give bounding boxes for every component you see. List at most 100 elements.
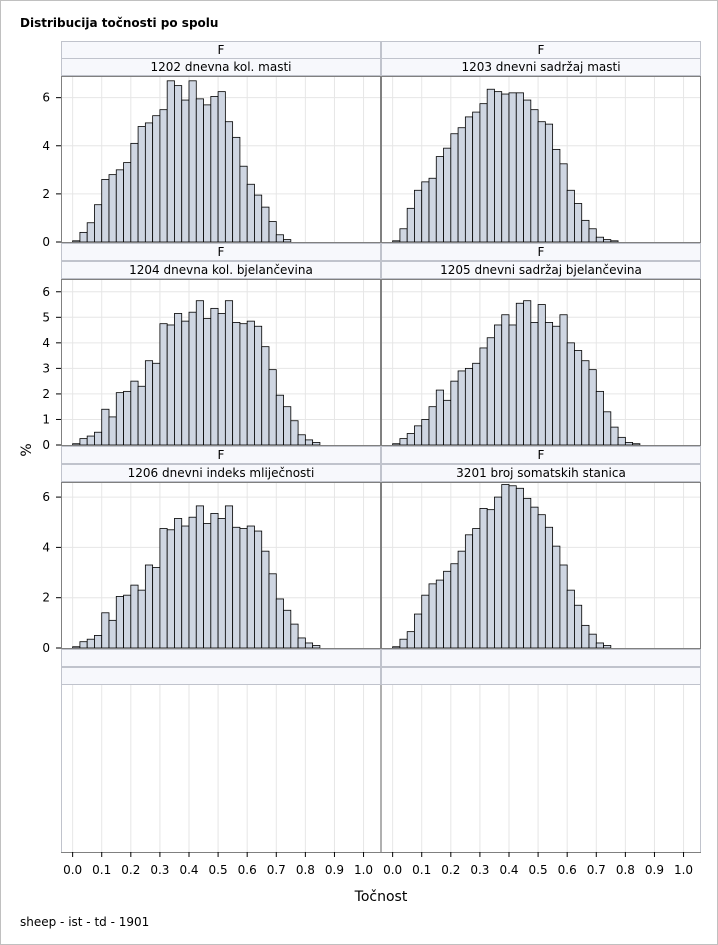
histogram-bar <box>275 598 284 649</box>
histogram-bar <box>494 324 503 446</box>
histogram-bar <box>566 189 575 243</box>
histogram-bar <box>239 528 248 649</box>
empty-header-box <box>61 667 381 685</box>
panel-header-box <box>381 464 701 482</box>
panel-trait-label: 1203 dnevni sadržaj masti <box>461 60 620 74</box>
x-tick-label: 0.6 <box>558 863 577 877</box>
histogram-bar <box>239 165 248 243</box>
histogram-bar <box>464 534 474 649</box>
histogram-bar <box>79 438 88 446</box>
histogram-bar <box>261 206 270 243</box>
histogram-bar <box>166 324 175 446</box>
histogram-bar <box>312 645 321 649</box>
histogram-bar <box>123 162 132 243</box>
panel-trait-label: 3201 broj somatskih stanica <box>456 466 626 480</box>
histogram-bar <box>101 179 110 243</box>
panel-sex-label: F <box>218 43 225 57</box>
x-tick-label: 0.8 <box>616 863 635 877</box>
histogram-bar <box>435 389 444 446</box>
histogram-bar <box>94 204 103 243</box>
histogram-bar <box>166 529 175 649</box>
histogram-bar <box>443 147 452 243</box>
histogram-bar <box>137 385 146 446</box>
histogram-bar <box>217 518 226 649</box>
panel-sex-label: F <box>218 448 225 462</box>
histogram-bar <box>130 380 139 446</box>
histogram-bar <box>559 163 568 243</box>
panel-frames <box>56 41 701 857</box>
histogram-bar <box>283 406 292 446</box>
histogram-bar <box>254 194 263 243</box>
histogram-bar <box>217 91 226 243</box>
histogram-bar <box>108 416 117 446</box>
histogram-series <box>392 484 612 649</box>
histogram-bar <box>523 99 532 243</box>
histogram-bar <box>392 646 401 649</box>
histogram-bar <box>283 609 292 649</box>
histogram-bar <box>144 564 154 649</box>
histogram-bar <box>101 612 110 649</box>
histogram-bar <box>406 631 415 649</box>
x-tick-label: 0.4 <box>179 863 198 877</box>
histogram-bar <box>188 516 197 649</box>
histogram-bar <box>224 121 234 243</box>
histogram-bar <box>137 126 146 243</box>
histogram-bar <box>406 433 415 446</box>
histogram-bar <box>595 390 604 446</box>
histogram-bar <box>174 313 183 446</box>
histogram-bar <box>115 596 124 649</box>
histogram-bar <box>399 228 408 243</box>
histogram-bar <box>399 438 408 446</box>
panel-frame <box>61 279 381 446</box>
histogram-bar <box>544 322 554 446</box>
histogram-bar <box>588 633 597 649</box>
histogram-bar <box>203 318 212 446</box>
histogram-bar <box>72 240 81 243</box>
histogram-bar <box>610 426 619 446</box>
histogram-bar <box>435 156 444 243</box>
histogram-bar <box>428 406 437 446</box>
histogram-bar <box>79 641 88 649</box>
histogram-bar <box>246 525 255 649</box>
footnote: sheep - ist - td - 1901 <box>20 915 149 929</box>
histogram-bar <box>246 183 255 243</box>
histogram-bar <box>457 550 466 649</box>
histogram-bar <box>603 645 612 649</box>
histogram-bar <box>108 174 117 243</box>
histogram-bar <box>414 425 423 446</box>
x-tick-label: 0.5 <box>529 863 548 877</box>
histogram-bar <box>195 505 204 649</box>
x-axis-label: Točnost <box>354 889 408 905</box>
histogram-bar <box>72 646 81 649</box>
x-tick-label: 0.0 <box>383 863 402 877</box>
x-tick-label: 0.8 <box>296 863 315 877</box>
panel-sex-label: F <box>538 43 545 57</box>
y-tick-label: 0 <box>42 235 50 249</box>
histogram-bar <box>254 530 263 649</box>
histogram-bar <box>588 228 597 243</box>
panel-frame <box>381 76 701 243</box>
x-tick-label: 0.7 <box>267 863 286 877</box>
histogram-bar <box>399 638 408 649</box>
y-tick-label: 5 <box>42 310 50 324</box>
histogram-bar <box>254 325 263 446</box>
panel-header-box <box>381 58 701 76</box>
histogram-bar <box>421 419 430 446</box>
histogram-bar <box>501 314 510 446</box>
x-tick-label: 0.3 <box>150 863 169 877</box>
histogram-bar <box>217 313 226 446</box>
histogram-bar <box>617 436 626 446</box>
histogram-bar <box>203 523 212 649</box>
panel-sex-label: F <box>538 245 545 259</box>
histogram-bar <box>443 570 452 649</box>
histogram-bar <box>530 109 539 243</box>
histogram-bar <box>515 487 524 649</box>
histogram-bar <box>312 442 321 446</box>
histogram-series <box>72 80 292 243</box>
histogram-bar <box>406 207 415 243</box>
histogram-bar <box>494 496 503 649</box>
y-tick-label: 6 <box>42 91 50 105</box>
histogram-bar <box>94 635 103 649</box>
histogram-bar <box>595 236 604 243</box>
panel-trait-label: 1204 dnevna kol. bjelančevina <box>129 263 313 277</box>
